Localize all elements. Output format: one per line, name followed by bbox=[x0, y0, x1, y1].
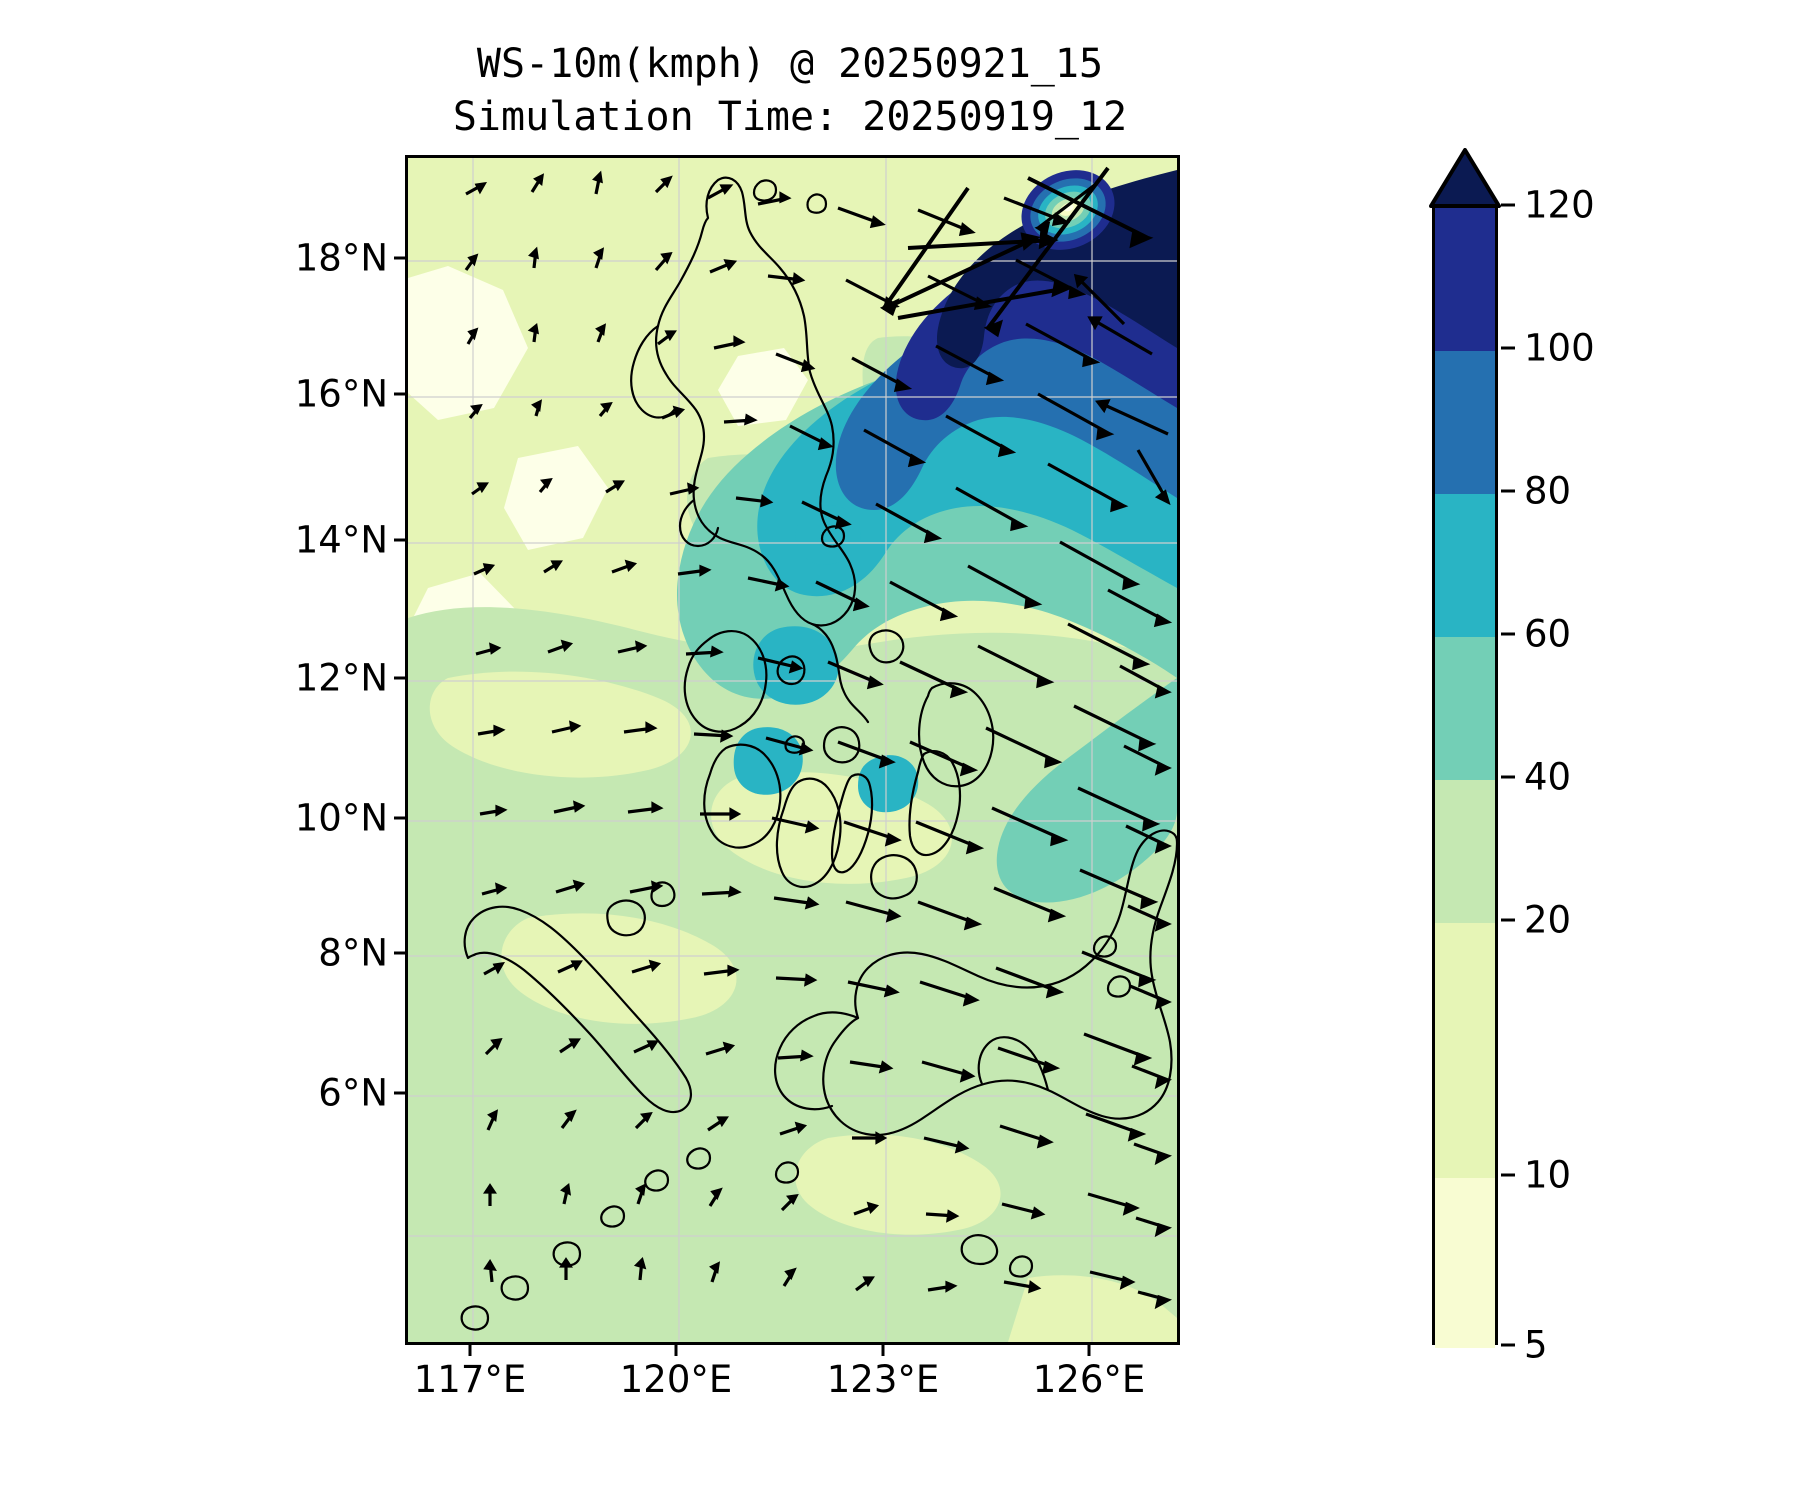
colorbar-label-100: 100 bbox=[1524, 326, 1595, 370]
ytick-label-12n: 12°N bbox=[294, 656, 388, 700]
colorbar-tick-120 bbox=[1501, 203, 1515, 207]
xtick-117e bbox=[468, 1345, 472, 1356]
ytick-label-18n: 18°N bbox=[294, 236, 388, 280]
colorbar-tick-5 bbox=[1501, 1343, 1515, 1347]
wind-speed-map bbox=[408, 158, 1177, 1342]
ytick-12n bbox=[394, 676, 405, 680]
xtick-label-123e: 123°E bbox=[826, 1358, 940, 1401]
xtick-label-120e: 120°E bbox=[619, 1358, 733, 1401]
colorbar-tick-80 bbox=[1501, 489, 1515, 493]
ytick-10n bbox=[394, 816, 405, 820]
colorbar-band-60-80 bbox=[1435, 494, 1495, 637]
ytick-14n bbox=[394, 538, 405, 542]
colorbar-tick-20 bbox=[1501, 918, 1515, 922]
title-line-2: Simulation Time: 20250919_12 bbox=[452, 93, 1128, 140]
colorbar-label-80: 80 bbox=[1524, 469, 1572, 513]
ytick-label-8n: 8°N bbox=[318, 931, 388, 975]
colorbar-tick-10 bbox=[1501, 1173, 1515, 1177]
colorbar-label-5: 5 bbox=[1524, 1323, 1548, 1367]
colorbar-band-10-20 bbox=[1435, 923, 1495, 1178]
map-gridlines bbox=[408, 158, 1177, 1342]
figure-title: WS-10m(kmph) @ 20250921_15 Simulation Ti… bbox=[0, 38, 1580, 144]
colorbar-tick-40 bbox=[1501, 775, 1515, 779]
colorbar[interactable]: 120 100 80 60 40 20 10 5 bbox=[1429, 148, 1595, 1367]
xtick-126e bbox=[1087, 1345, 1091, 1356]
colorbar-label-10: 10 bbox=[1524, 1153, 1572, 1197]
xtick-123e bbox=[881, 1345, 885, 1356]
xtick-120e bbox=[674, 1345, 678, 1356]
map-axes[interactable] bbox=[405, 155, 1180, 1345]
title-line-1: WS-10m(kmph) @ 20250921_15 bbox=[476, 41, 1104, 87]
colorbar-extend-arrow bbox=[1429, 148, 1501, 208]
colorbar-tick-60 bbox=[1501, 632, 1515, 636]
colorbar-label-120: 120 bbox=[1524, 183, 1595, 227]
colorbar-label-20: 20 bbox=[1524, 898, 1572, 942]
colorbar-label-40: 40 bbox=[1524, 755, 1572, 799]
ytick-16n bbox=[394, 392, 405, 396]
ytick-6n bbox=[394, 1091, 405, 1095]
ytick-label-6n: 6°N bbox=[318, 1071, 388, 1115]
colorbar-band-40-60 bbox=[1435, 637, 1495, 780]
colorbar-tick-100 bbox=[1501, 346, 1515, 350]
xtick-label-126e: 126°E bbox=[1032, 1358, 1146, 1401]
colorbar-band-20-40 bbox=[1435, 780, 1495, 923]
ytick-8n bbox=[394, 951, 405, 955]
ytick-18n bbox=[394, 256, 405, 260]
colorbar-band-100-120 bbox=[1435, 208, 1495, 351]
ytick-label-16n: 16°N bbox=[294, 372, 388, 416]
colorbar-label-60: 60 bbox=[1524, 612, 1572, 656]
ytick-label-14n: 14°N bbox=[294, 518, 388, 562]
wind-vectors bbox=[464, 166, 1173, 1310]
colorbar-band-80-100 bbox=[1435, 351, 1495, 494]
ytick-label-10n: 10°N bbox=[294, 796, 388, 840]
colorbar-band-5-10 bbox=[1435, 1178, 1495, 1348]
colorbar-gradient bbox=[1432, 205, 1498, 1348]
xtick-label-117e: 117°E bbox=[413, 1358, 527, 1401]
